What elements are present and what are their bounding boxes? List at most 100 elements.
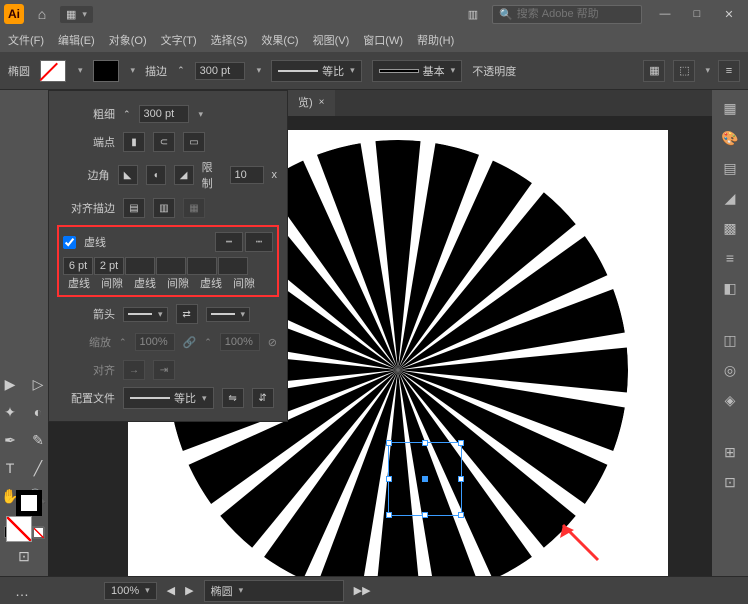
color-panel-icon[interactable]: 🎨 xyxy=(720,128,740,148)
profile-select[interactable]: 等比▾ xyxy=(271,60,362,82)
stroke-weight-stepper[interactable]: ⌃ xyxy=(177,65,185,76)
tool-type[interactable]: T xyxy=(0,456,22,480)
dash-preserve[interactable]: ┅ xyxy=(215,232,243,252)
shape-mode-icon[interactable]: ⬚ xyxy=(673,60,695,82)
panel-menu-icon[interactable]: ≡ xyxy=(718,60,740,82)
nav-next[interactable]: ▶ xyxy=(185,584,193,597)
flip-along[interactable]: ⇋ xyxy=(222,388,244,408)
scale-disabled-icon: ⊘ xyxy=(268,336,277,349)
dash-checkbox[interactable] xyxy=(63,236,76,249)
home-icon[interactable]: ⌂ xyxy=(32,4,52,24)
nav-prev[interactable]: ◀ xyxy=(167,584,175,597)
dash-align[interactable]: ┉ xyxy=(245,232,273,252)
dash-input-1[interactable] xyxy=(94,257,124,275)
app-logo: Ai xyxy=(4,4,24,24)
tool-direct-select[interactable]: ▷ xyxy=(26,372,50,396)
corner-round[interactable]: ◖ xyxy=(146,165,166,185)
menu-select[interactable]: 选择(S) xyxy=(205,30,254,50)
weight-input[interactable] xyxy=(139,105,189,123)
search-input[interactable] xyxy=(517,8,635,20)
menu-view[interactable]: 视图(V) xyxy=(307,30,356,50)
brushes-panel-icon[interactable]: ◢ xyxy=(720,188,740,208)
menu-object[interactable]: 对象(O) xyxy=(103,30,153,50)
right-panel-dock: ▦ 🎨 ▤ ◢ ▩ ≡ ◧ ◫ ◎ ◈ ⊞ ⊡ xyxy=(712,90,748,576)
maximize-button[interactable]: □ xyxy=(682,4,712,24)
arrow-start[interactable]: ▾ xyxy=(123,307,168,322)
dash-input-3[interactable] xyxy=(156,257,186,275)
menu-help[interactable]: 帮助(H) xyxy=(411,30,460,50)
link-icon: 🔗 xyxy=(183,336,197,349)
tool-pen[interactable]: ✒ xyxy=(0,428,22,452)
menu-effect[interactable]: 效果(C) xyxy=(255,30,304,50)
align-icon[interactable]: ▦ xyxy=(643,60,665,82)
arrow-align-end: ⇥ xyxy=(153,360,175,380)
stroke-label: 描边 xyxy=(145,63,167,79)
arrow-swap[interactable]: ⇄ xyxy=(176,304,198,324)
search-box[interactable]: 🔍 xyxy=(492,5,642,24)
stroke-panel-icon[interactable]: ≡ xyxy=(720,248,740,268)
align-center[interactable]: ▤ xyxy=(123,198,145,218)
minimize-button[interactable]: — xyxy=(650,4,680,24)
menu-type[interactable]: 文字(T) xyxy=(155,30,203,50)
symbols-panel-icon[interactable]: ▩ xyxy=(720,218,740,238)
stroke-swatch[interactable] xyxy=(93,60,119,82)
swatches-panel-icon[interactable]: ▤ xyxy=(720,158,740,178)
brush-select[interactable]: 基本▾ xyxy=(372,60,463,82)
layout-dropdown[interactable]: ▦▾ xyxy=(60,6,93,23)
properties-panel-icon[interactable]: ▦ xyxy=(720,98,740,118)
screen-mode[interactable]: ⊡ xyxy=(12,544,36,568)
corner-label: 边角 xyxy=(59,167,110,183)
opacity-label[interactable]: 不透明度 xyxy=(472,63,516,79)
tool-selection[interactable]: ▶ xyxy=(0,372,22,396)
tool-line[interactable]: ╱ xyxy=(26,456,50,480)
arrow-label: 箭头 xyxy=(59,306,115,322)
arrange-icon[interactable]: ▥ xyxy=(462,3,484,25)
menu-window[interactable]: 窗口(W) xyxy=(357,30,409,50)
links-panel-icon[interactable]: ⊡ xyxy=(720,472,740,492)
close-button[interactable]: ✕ xyxy=(714,4,744,24)
tool-wand[interactable]: ✦ xyxy=(0,400,22,424)
zoom-select[interactable]: 100%▾ xyxy=(104,582,157,600)
menu-file[interactable]: 文件(F) xyxy=(2,30,50,50)
align-inside[interactable]: ▥ xyxy=(153,198,175,218)
cap-round[interactable]: ⊂ xyxy=(153,132,175,152)
tool-ellipse[interactable]: … xyxy=(10,579,34,603)
profile-select2[interactable]: 等比▾ xyxy=(123,387,214,409)
tool-lasso[interactable]: ◐ xyxy=(26,400,50,424)
left-toolbox: ▶▷ ✦◐ ✒✎ T╱ ✋🔍 ⊡ ⋯ xyxy=(0,90,48,576)
weight-stepper[interactable]: ⌃ xyxy=(123,109,131,120)
shape-label: 椭圆 xyxy=(8,63,30,79)
layers-panel-icon[interactable]: ◈ xyxy=(720,390,740,410)
canvas-area[interactable]: 览) × 粗细 ⌃ ▾ 端点 ▮ ⊂ ▭ 边角 xyxy=(48,90,712,576)
cap-butt[interactable]: ▮ xyxy=(123,132,145,152)
menu-edit[interactable]: 编辑(E) xyxy=(52,30,101,50)
transparency-panel-icon[interactable]: ◫ xyxy=(720,330,740,350)
appearance-panel-icon[interactable]: ◎ xyxy=(720,360,740,380)
dash-input-2[interactable] xyxy=(125,257,155,275)
scale-label: 缩放 xyxy=(59,334,111,350)
document-tab[interactable]: 览) × xyxy=(288,90,335,116)
corner-bevel[interactable]: ◢ xyxy=(174,165,194,185)
dash-label: 虚线 xyxy=(84,234,106,250)
tab-name: 览) xyxy=(298,94,313,110)
dash-input-0[interactable] xyxy=(63,257,93,275)
libraries-panel-icon[interactable]: ⊞ xyxy=(720,442,740,462)
nav-last[interactable]: ▶▶ xyxy=(354,584,371,597)
stroke-weight-input[interactable] xyxy=(195,62,245,80)
tool-curvature[interactable]: ✎ xyxy=(26,428,50,452)
tab-close-icon[interactable]: × xyxy=(319,97,325,108)
limit-input[interactable] xyxy=(230,166,264,184)
scale-start xyxy=(135,333,175,351)
corner-miter[interactable]: ◣ xyxy=(118,165,138,185)
search-icon: 🔍 xyxy=(499,8,513,21)
dash-input-5[interactable] xyxy=(218,257,248,275)
arrow-end[interactable]: ▾ xyxy=(206,307,251,322)
fill-swatch[interactable] xyxy=(40,60,66,82)
flip-across[interactable]: ⇵ xyxy=(252,388,274,408)
cap-projecting[interactable]: ▭ xyxy=(183,132,205,152)
gradient-panel-icon[interactable]: ◧ xyxy=(720,278,740,298)
align-outside[interactable]: ▦ xyxy=(183,198,205,218)
dash-input-4[interactable] xyxy=(187,257,217,275)
menu-bar: 文件(F) 编辑(E) 对象(O) 文字(T) 选择(S) 效果(C) 视图(V… xyxy=(0,28,748,52)
artboard-nav[interactable]: 椭圆▾ xyxy=(204,580,344,602)
